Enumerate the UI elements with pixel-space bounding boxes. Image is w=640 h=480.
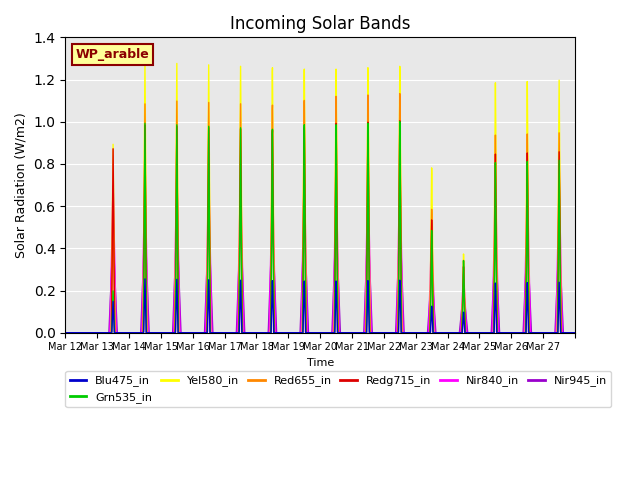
Blu475_in [166,330,173,336]
Yel580_in [463,330,470,336]
Nir945_in [61,330,69,336]
Grn535_in [396,119,404,124]
Red655_in [385,330,393,336]
Redg715_in [430,330,438,336]
Title: Incoming Solar Bands: Incoming Solar Bands [230,15,410,33]
Redg715_in [396,118,404,124]
Nir840_in [463,329,470,335]
Yel580_in [61,330,69,336]
Nir840_in [61,330,69,336]
Line: Red655_in: Red655_in [65,94,575,333]
Yel580_in [385,330,393,336]
X-axis label: Time: Time [307,358,334,368]
Line: Yel580_in: Yel580_in [65,62,575,333]
Red655_in [572,330,579,336]
Red655_in [463,330,470,336]
Line: Nir945_in: Nir945_in [65,219,575,333]
Grn535_in [566,330,573,336]
Y-axis label: Solar Radiation (W/m2): Solar Radiation (W/m2) [15,112,28,258]
Blu475_in [463,330,470,336]
Yel580_in [493,326,501,332]
Nir840_in [430,307,438,313]
Nir840_in [493,265,501,271]
Line: Nir840_in: Nir840_in [65,168,575,333]
Nir945_in [141,216,148,222]
Nir840_in [572,330,579,336]
Nir945_in [463,320,470,325]
Nir945_in [430,305,438,311]
Grn535_in [385,330,393,336]
Red655_in [396,91,404,96]
Red655_in [61,330,69,336]
Grn535_in [430,330,438,336]
Redg715_in [166,330,173,336]
Blu475_in [385,330,393,336]
Redg715_in [463,330,470,336]
Grn535_in [166,330,173,336]
Nir840_in [141,165,148,170]
Redg715_in [385,330,393,336]
Redg715_in [572,330,579,336]
Line: Blu475_in: Blu475_in [65,279,575,333]
Grn535_in [493,330,501,336]
Redg715_in [61,330,69,336]
Yel580_in [566,330,573,336]
Nir945_in [493,277,501,283]
Yel580_in [572,330,579,336]
Nir945_in [385,330,393,336]
Nir945_in [572,330,579,336]
Red655_in [493,330,501,336]
Line: Grn535_in: Grn535_in [65,121,575,333]
Yel580_in [430,330,438,336]
Redg715_in [566,330,573,336]
Nir840_in [385,330,393,336]
Nir840_in [566,330,573,336]
Nir945_in [566,330,573,336]
Legend: Blu475_in, Grn535_in, Yel580_in, Red655_in, Redg715_in, Nir840_in, Nir945_in: Blu475_in, Grn535_in, Yel580_in, Red655_… [65,371,611,408]
Red655_in [566,330,573,336]
Grn535_in [572,330,579,336]
Yel580_in [141,59,148,65]
Blu475_in [572,330,579,336]
Blu475_in [430,330,438,336]
Blu475_in [61,330,69,336]
Redg715_in [493,330,501,336]
Blu475_in [141,276,148,282]
Grn535_in [463,330,470,336]
Blu475_in [493,330,501,336]
Yel580_in [166,330,173,336]
Grn535_in [61,330,69,336]
Red655_in [430,330,438,336]
Blu475_in [566,330,573,336]
Nir945_in [166,330,173,336]
Text: WP_arable: WP_arable [76,48,149,61]
Nir840_in [166,330,173,336]
Red655_in [166,330,173,336]
Line: Redg715_in: Redg715_in [65,121,575,333]
